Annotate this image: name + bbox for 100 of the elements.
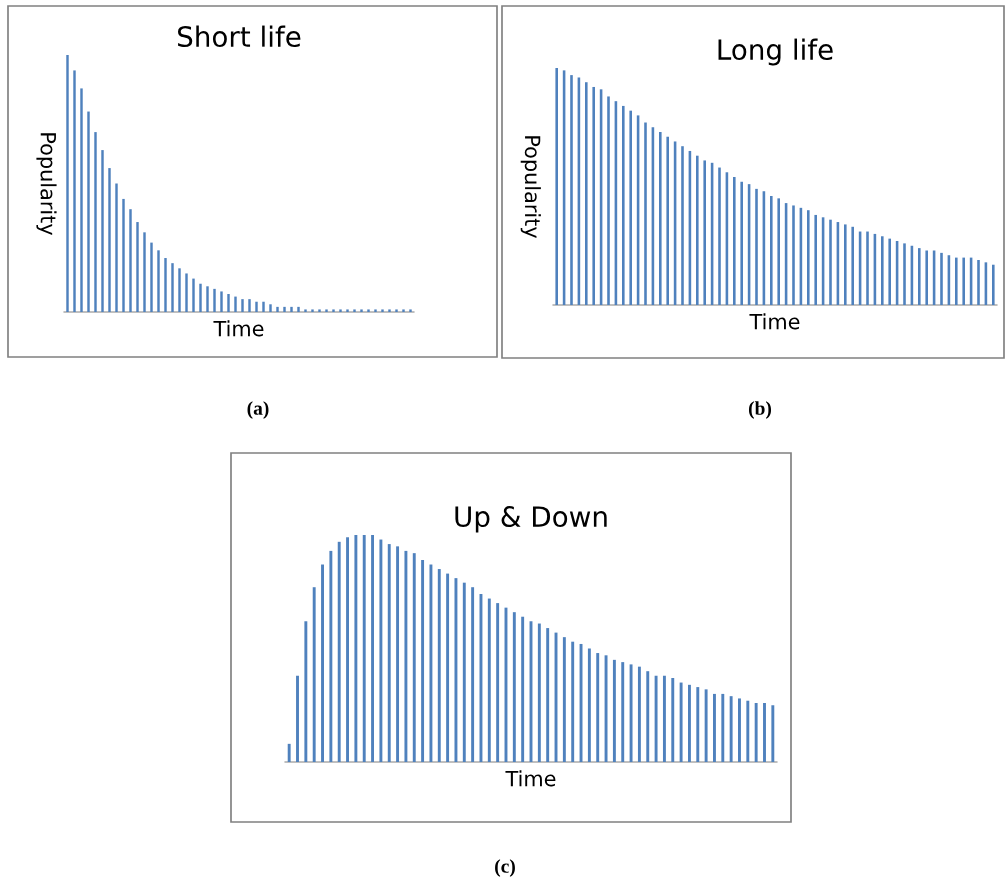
bar xyxy=(621,662,625,762)
bar xyxy=(248,299,251,312)
bar xyxy=(903,243,906,305)
bar xyxy=(681,146,684,305)
bar xyxy=(388,309,391,312)
bar xyxy=(496,603,500,762)
bar xyxy=(94,132,97,312)
bar xyxy=(807,210,810,305)
bar xyxy=(269,304,272,312)
bar xyxy=(454,578,458,762)
bar xyxy=(354,535,358,762)
bar xyxy=(381,309,384,312)
bar xyxy=(851,226,854,305)
bar xyxy=(312,587,316,762)
bar xyxy=(304,621,308,762)
bar xyxy=(844,224,847,305)
bar xyxy=(955,257,958,305)
x-axis-title: Time xyxy=(213,320,264,337)
bar xyxy=(562,637,566,762)
bar xyxy=(325,309,328,312)
bar xyxy=(940,252,943,305)
bar xyxy=(629,110,632,305)
bar xyxy=(721,693,725,762)
bar xyxy=(206,286,209,312)
bar xyxy=(199,283,202,312)
bar xyxy=(150,242,153,312)
bar xyxy=(679,682,683,762)
bar xyxy=(346,537,349,762)
bar xyxy=(792,205,795,305)
bar xyxy=(512,612,516,762)
bar xyxy=(353,309,356,312)
bar xyxy=(192,278,195,312)
bar xyxy=(136,222,139,312)
bar xyxy=(487,598,491,762)
bar xyxy=(977,259,980,305)
bar xyxy=(718,167,721,305)
bar xyxy=(379,539,383,762)
bar xyxy=(318,309,321,312)
bar xyxy=(178,268,181,312)
bar xyxy=(143,232,146,312)
bar xyxy=(696,687,700,762)
x-axis-title: Time xyxy=(505,770,556,787)
bar xyxy=(596,653,600,762)
bar xyxy=(587,648,591,762)
bar xyxy=(659,131,662,305)
bar xyxy=(321,564,324,762)
bar xyxy=(395,309,398,312)
bar xyxy=(671,678,675,762)
bar xyxy=(814,214,817,305)
bar xyxy=(115,183,118,312)
bar xyxy=(297,306,300,312)
text: (a) xyxy=(247,401,269,419)
bar xyxy=(362,535,366,762)
bar xyxy=(703,160,706,305)
bar xyxy=(283,306,286,312)
bar xyxy=(227,294,230,312)
bar xyxy=(992,264,995,305)
bar xyxy=(738,698,741,762)
bar xyxy=(637,666,641,762)
bar xyxy=(704,689,708,762)
bar xyxy=(421,559,425,762)
bar xyxy=(241,299,244,312)
bar xyxy=(311,309,314,312)
text: (c) xyxy=(495,859,515,877)
bar xyxy=(546,628,550,762)
bar xyxy=(157,250,160,312)
bar xyxy=(622,105,625,305)
bar xyxy=(471,587,475,762)
bar xyxy=(592,86,595,305)
bar xyxy=(402,309,405,312)
bar xyxy=(404,550,408,762)
bar xyxy=(537,623,541,762)
bar xyxy=(521,616,525,762)
bar xyxy=(409,309,412,312)
bar xyxy=(80,88,83,312)
bar xyxy=(604,655,608,762)
bar xyxy=(108,168,111,312)
bar xyxy=(374,309,377,312)
bar xyxy=(962,257,965,305)
bar xyxy=(129,209,132,312)
bar xyxy=(777,198,780,305)
bar xyxy=(646,671,650,762)
bar xyxy=(296,675,299,762)
bar xyxy=(101,150,104,312)
bar xyxy=(687,684,691,762)
bar xyxy=(654,675,658,762)
bar xyxy=(276,306,279,312)
bar xyxy=(213,288,216,312)
bar xyxy=(220,291,223,312)
bar xyxy=(329,550,333,762)
bar xyxy=(607,96,610,305)
chart-title: Up & Down xyxy=(455,506,607,533)
bar xyxy=(888,238,891,305)
bar xyxy=(337,541,341,762)
bar xyxy=(570,75,573,305)
bar xyxy=(185,273,188,312)
bar xyxy=(164,258,167,312)
bar xyxy=(729,696,733,762)
bar xyxy=(332,309,335,312)
bar xyxy=(66,55,69,312)
